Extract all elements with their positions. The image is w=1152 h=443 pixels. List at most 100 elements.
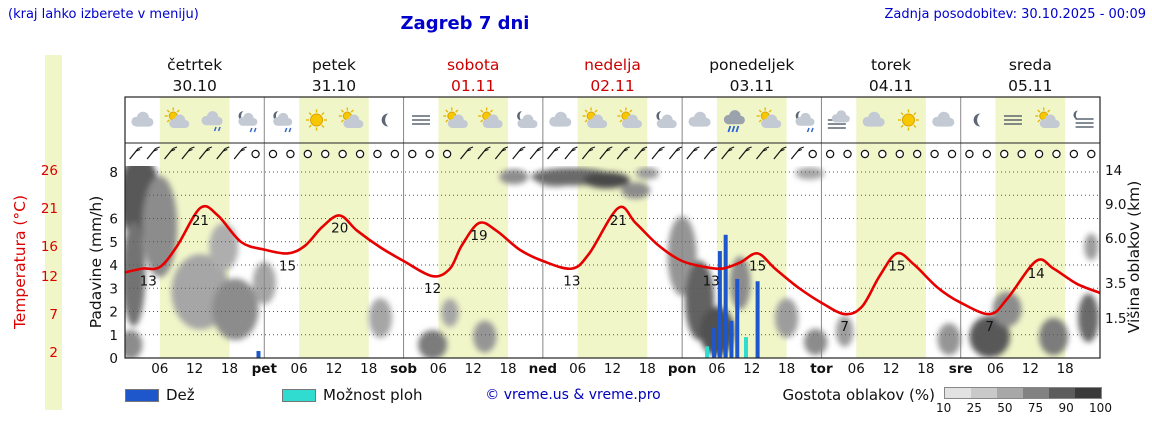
left-accent-strip	[45, 55, 62, 410]
rain-swatch	[125, 389, 159, 402]
svg-text:06: 06	[430, 361, 447, 377]
svg-text:sre: sre	[949, 361, 973, 377]
svg-text:1: 1	[109, 328, 118, 344]
svg-text:7: 7	[49, 307, 58, 323]
weather-icon-fog	[1003, 115, 1022, 125]
svg-text:12: 12	[1022, 361, 1039, 377]
day-date: 05.11	[1008, 77, 1052, 95]
day-date: 03.11	[730, 77, 774, 95]
weather-icon-sun-cloud	[617, 107, 642, 128]
svg-text:12: 12	[325, 361, 342, 377]
scale-90: 90	[1058, 401, 1074, 415]
svg-text:2: 2	[109, 305, 118, 321]
svg-text:15: 15	[888, 258, 905, 274]
svg-text:12: 12	[604, 361, 621, 377]
svg-text:06: 06	[987, 361, 1004, 377]
svg-text:21: 21	[610, 213, 627, 229]
meteogram-chart: 1321152012191321131571571426211612728654…	[41, 56, 1127, 377]
day-headers: četrtek 30.10 petek 31.10 sobota 01.11 nedelja…	[167, 56, 1052, 95]
day-name: torek	[871, 56, 911, 74]
weather-icon-sun-cloud	[1035, 107, 1060, 128]
cloud-density-scale: 10 25 50 75 90 100	[936, 401, 1112, 415]
svg-text:sob: sob	[390, 361, 417, 377]
svg-text:21: 21	[192, 213, 209, 229]
weather-icon-cloud	[131, 111, 154, 127]
credit-link[interactable]: © vreme.us & vreme.pro	[485, 387, 661, 403]
svg-text:13: 13	[703, 274, 720, 290]
scale-100: 100	[1089, 401, 1112, 415]
temperature-curve	[124, 204, 1101, 316]
svg-text:06: 06	[291, 361, 308, 377]
svg-text:20: 20	[331, 221, 348, 237]
svg-text:18: 18	[1057, 361, 1074, 377]
cloud-density-gradient	[944, 387, 1102, 399]
svg-text:8: 8	[109, 165, 118, 181]
shower-swatch	[282, 389, 316, 402]
weather-icon-cloud	[688, 111, 711, 127]
weather-icon-sun-cloud	[443, 107, 468, 128]
weather-icon-sun-cloud	[478, 107, 503, 128]
rain-bars	[256, 234, 760, 358]
svg-text:7: 7	[840, 319, 849, 335]
weather-icon-moon	[973, 113, 981, 127]
day-date: 30.10	[172, 77, 216, 95]
svg-text:18: 18	[778, 361, 795, 377]
svg-text:15: 15	[749, 258, 766, 274]
temperature-labels: 13 21 15 20 12 19 13 21 13 15 7 15 7 14	[140, 213, 1045, 335]
svg-text:19: 19	[470, 228, 487, 244]
svg-text:18: 18	[221, 361, 238, 377]
svg-text:3: 3	[109, 281, 118, 297]
weather-icon-rain	[723, 110, 745, 133]
svg-text:06: 06	[569, 361, 586, 377]
weather-icon-cloud	[862, 111, 885, 127]
menu-hint: (kraj lahko izberete v meniju)	[8, 7, 199, 22]
svg-text:12: 12	[465, 361, 482, 377]
svg-text:5: 5	[109, 235, 118, 251]
svg-text:12: 12	[882, 361, 899, 377]
precip-axis-ticks: 8 6 5 4 3 2 1 0	[109, 165, 118, 367]
day-name: sobota	[447, 56, 499, 74]
day-name: petek	[312, 56, 356, 74]
time-axis-labels: 06 12 18 pet 06 12 18 sob 06 12 18 ned 06 12 18 pon 06 12…	[151, 361, 1074, 377]
scale-75: 75	[1027, 401, 1044, 415]
weather-icon-moon-cloud	[517, 111, 538, 128]
day-date: 02.11	[590, 77, 634, 95]
svg-text:0: 0	[109, 351, 118, 367]
rain-label: Dež	[166, 386, 195, 404]
svg-text:14: 14	[1028, 266, 1045, 282]
svg-text:12: 12	[424, 281, 441, 297]
svg-text:4: 4	[109, 258, 118, 274]
shower-label: Možnost ploh	[323, 386, 423, 404]
weather-icon-moon-drizzle	[273, 111, 293, 133]
svg-text:18: 18	[639, 361, 656, 377]
svg-text:06: 06	[151, 361, 168, 377]
weather-icon-sun-cloud	[164, 107, 190, 128]
day-name: sreda	[1009, 56, 1052, 74]
page-title: Zagreb 7 dni	[400, 13, 530, 34]
svg-text:18: 18	[360, 361, 377, 377]
svg-text:7: 7	[985, 319, 994, 335]
svg-text:tor: tor	[810, 361, 833, 377]
svg-text:12: 12	[743, 361, 760, 377]
weather-icon-moon-cloud	[656, 111, 677, 128]
weather-icon-moon-drizzle	[238, 111, 258, 133]
last-update: Zadnja posodobitev: 30.10.2025 - 00:09	[884, 7, 1146, 22]
wind-row	[129, 146, 1096, 160]
svg-text:3.5: 3.5	[1105, 276, 1126, 292]
day-name: ponedeljek	[709, 56, 794, 74]
day-date: 01.11	[451, 77, 495, 95]
temp-axis-ticks: 26 21 16 12 7 2	[41, 163, 58, 361]
scale-25: 25	[966, 401, 982, 415]
svg-text:16: 16	[41, 239, 58, 255]
day-date: 31.10	[312, 77, 356, 95]
weather-icon-wind-cloud	[827, 110, 850, 129]
weather-icon-sun-cloud	[582, 107, 608, 128]
weather-icon-sun	[306, 109, 328, 131]
svg-text:6.0: 6.0	[1105, 231, 1126, 247]
svg-text:12: 12	[41, 269, 58, 285]
weather-icon-fog-moon	[1073, 110, 1094, 128]
svg-text:21: 21	[41, 201, 58, 217]
svg-text:9.0: 9.0	[1105, 197, 1126, 213]
weather-icon-moon-drizzle	[795, 111, 815, 133]
scale-50: 50	[997, 401, 1013, 415]
